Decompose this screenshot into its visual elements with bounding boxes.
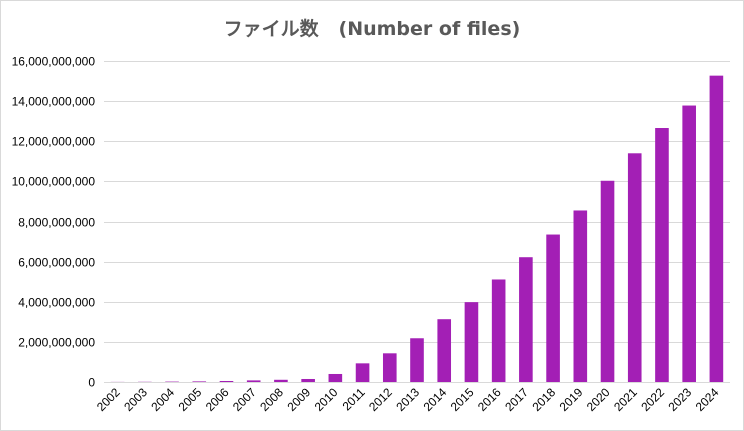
x-tick-label: 2002 <box>94 385 123 414</box>
x-tick-label: 2005 <box>176 385 205 414</box>
y-tick-label: 2,000,000,000 <box>18 336 95 350</box>
chart-title: ファイル数 (Number of files) <box>223 18 521 40</box>
x-tick-label: 2017 <box>502 385 531 414</box>
x-tick-label: 2011 <box>340 385 368 413</box>
bar-2024 <box>709 75 724 383</box>
x-tick-label: 2006 <box>203 385 232 414</box>
y-tick-label: 8,000,000,000 <box>18 216 95 230</box>
x-tick-label: 2015 <box>448 385 477 414</box>
x-tick-label: 2021 <box>611 385 640 414</box>
bar-2014 <box>437 319 452 382</box>
y-tick-label: 14,000,000,000 <box>12 95 96 109</box>
x-tick-label: 2018 <box>529 385 558 414</box>
x-tick-label: 2008 <box>257 385 286 414</box>
x-tick-label: 2022 <box>638 385 667 414</box>
x-tick-label: 2010 <box>312 385 341 414</box>
bar-2016 <box>491 279 506 382</box>
y-tick-label: 0 <box>88 376 95 390</box>
bar-2015 <box>464 302 479 382</box>
bar-2018 <box>546 234 560 382</box>
bar-2013 <box>410 338 424 382</box>
bar-2009 <box>301 378 315 382</box>
x-tick-label: 2020 <box>584 385 613 414</box>
bar-2019 <box>573 210 588 382</box>
y-tick-label: 10,000,000,000 <box>12 175 96 189</box>
x-tick-label: 2003 <box>121 385 150 414</box>
y-tick-label: 12,000,000,000 <box>12 135 96 149</box>
x-tick-label: 2004 <box>148 385 177 414</box>
bar-2006 <box>219 381 234 382</box>
bar-2011 <box>355 363 370 382</box>
bar-2022 <box>655 128 669 382</box>
x-tick-label: 2016 <box>475 385 504 414</box>
bar-2010 <box>328 373 343 382</box>
x-tick-label: 2019 <box>557 385 586 414</box>
x-tick-label: 2009 <box>284 385 313 414</box>
x-tick-label: 2014 <box>421 385 450 414</box>
bar-2020 <box>600 180 615 382</box>
bar-2012 <box>382 353 397 382</box>
y-tick-label: 16,000,000,000 <box>12 55 96 69</box>
bar-2021 <box>627 153 642 382</box>
x-tick-label: 2024 <box>693 385 722 414</box>
bar-2008 <box>274 379 288 382</box>
bar-2007 <box>246 380 261 382</box>
x-tick-label: 2023 <box>666 385 695 414</box>
bar-2023 <box>682 105 696 382</box>
y-tick-label: 4,000,000,000 <box>18 296 95 310</box>
x-tick-label: 2013 <box>393 385 422 414</box>
x-tick-label: 2012 <box>366 385 395 414</box>
bar-2005 <box>192 381 207 382</box>
x-tick-label: 2007 <box>230 385 259 414</box>
bar-2017 <box>519 257 533 382</box>
y-tick-label: 6,000,000,000 <box>18 256 95 270</box>
